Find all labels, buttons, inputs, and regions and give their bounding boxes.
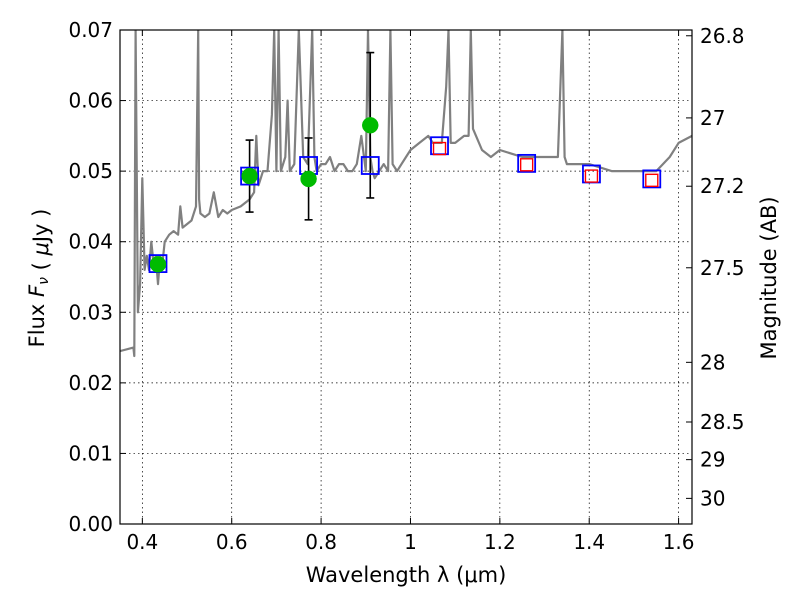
y-tick-label: 0.02 — [68, 371, 113, 395]
spectrum-layer — [120, 30, 692, 358]
y-tick-label: 0.07 — [68, 18, 113, 42]
y-tick-label: 0.03 — [68, 300, 113, 324]
model-photometry-point — [360, 156, 380, 175]
x-tick-label: 1.2 — [484, 530, 516, 554]
magnitude-tick-label: 27 — [700, 106, 725, 130]
grid — [120, 30, 692, 524]
magnitude-tick-label: 29 — [700, 448, 725, 472]
magnitude-tick-label: 27.5 — [700, 256, 745, 280]
magnitude-tick-label: 28.5 — [700, 410, 745, 434]
magnitude-axis-label: Magnitude (AB) — [757, 196, 781, 359]
magnitude-tick-label: 26.8 — [700, 24, 745, 48]
marker-layer — [148, 117, 662, 273]
magnitude-tick-label: 28 — [700, 350, 725, 374]
x-ticks: 0.4 0.6 0.8 1 1.2 1.4 1.6 — [126, 30, 695, 554]
observed-point — [362, 117, 379, 134]
x-tick-label: 0.4 — [126, 530, 158, 554]
model-photometry-point — [642, 169, 662, 189]
model-photometry-point — [240, 166, 259, 186]
observed-point — [300, 170, 317, 188]
y-tick-label: 0.00 — [68, 512, 113, 536]
x-axis-label: Wavelength λ (μm) — [306, 563, 507, 587]
y-tick-label: 0.05 — [68, 159, 113, 183]
y-ticks: 0.00 0.01 0.02 0.03 0.04 0.05 0.06 0.07 — [68, 18, 126, 536]
magnitude-tick-label: 30 — [700, 486, 725, 510]
alt-photometry-point — [519, 158, 534, 172]
x-tick-label: 1 — [404, 530, 417, 554]
observed-point — [241, 167, 258, 185]
y-tick-label: 0.01 — [68, 441, 113, 465]
y-tick-label: 0.06 — [68, 89, 113, 113]
plot-frame — [119, 29, 693, 525]
x-tick-label: 1.4 — [573, 530, 605, 554]
observed-point — [149, 256, 167, 273]
x-tick-label: 0.8 — [305, 530, 337, 554]
magnitude-ticks: 26.8 27 27.2 27.5 28 28.5 29 30 — [686, 24, 745, 510]
alt-photometry-point — [432, 141, 447, 156]
alt-photometry-point — [584, 169, 599, 183]
spectrum-line — [120, 30, 692, 358]
x-tick-label: 0.6 — [216, 530, 248, 554]
x-tick-label: 1.6 — [663, 530, 695, 554]
magnitude-tick-label: 27.2 — [700, 174, 745, 198]
y-axis-label: Flux Fν ( μJy ) — [25, 209, 53, 348]
model-photometry-point — [517, 153, 537, 173]
y-tick-label: 0.04 — [68, 230, 113, 254]
alt-photometry-point — [645, 173, 659, 188]
